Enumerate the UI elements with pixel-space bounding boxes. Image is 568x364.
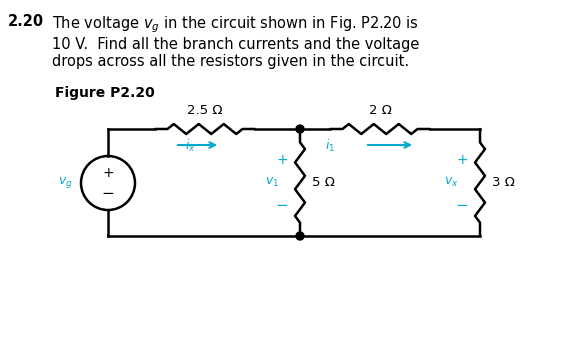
Text: $i_x$: $i_x$	[185, 138, 196, 154]
Text: −: −	[275, 198, 289, 213]
Text: $v_1$: $v_1$	[265, 176, 279, 189]
Circle shape	[296, 125, 304, 133]
Text: 3 Ω: 3 Ω	[492, 176, 515, 189]
Text: $i_1$: $i_1$	[325, 138, 335, 154]
Text: $v_g$: $v_g$	[59, 175, 73, 190]
Text: $v_x$: $v_x$	[444, 176, 459, 189]
Text: 2.5 Ω: 2.5 Ω	[187, 104, 223, 117]
Text: The voltage $v_g$ in the circuit shown in Fig. P2.20 is
10 V.  Find all the bran: The voltage $v_g$ in the circuit shown i…	[52, 14, 419, 70]
Text: −: −	[102, 186, 114, 201]
Text: Figure P2.20: Figure P2.20	[55, 86, 154, 100]
Text: +: +	[102, 166, 114, 180]
Text: +: +	[456, 153, 468, 166]
Circle shape	[296, 232, 304, 240]
Text: −: −	[456, 198, 469, 213]
Text: 2.20: 2.20	[8, 14, 44, 29]
Text: +: +	[276, 153, 288, 166]
Text: 5 Ω: 5 Ω	[312, 176, 335, 189]
Text: 2 Ω: 2 Ω	[369, 104, 391, 117]
